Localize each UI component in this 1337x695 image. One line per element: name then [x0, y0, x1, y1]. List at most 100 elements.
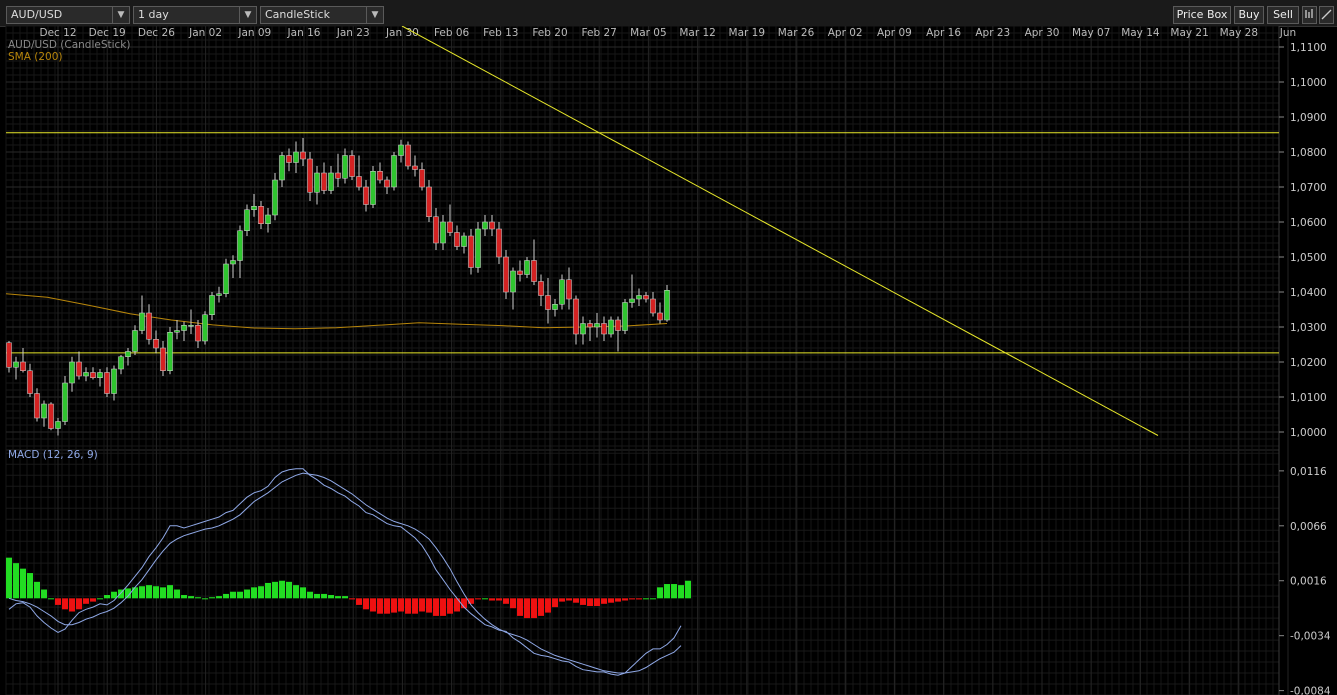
- histogram-bar: [461, 598, 467, 609]
- trendline: [401, 26, 1159, 436]
- price-chart-title: AUD/USD (CandleStick): [8, 39, 130, 51]
- macd-y-axis: 0,0116 0,0066 0,0016 -0,0034 -0,0084: [1279, 466, 1331, 695]
- candle-body: [6, 342, 12, 368]
- histogram-bar: [363, 598, 369, 610]
- candle-body: [286, 155, 292, 163]
- histogram-bar: [13, 563, 19, 599]
- histogram-bar: [559, 598, 565, 602]
- histogram-bar: [412, 598, 418, 614]
- histogram-bar: [594, 598, 600, 607]
- sma-200-line: [5, 293, 668, 330]
- histogram-bar: [146, 585, 152, 599]
- histogram-bar: [97, 598, 103, 600]
- candle-body: [125, 351, 131, 357]
- histogram-bar: [104, 595, 110, 599]
- candle-body: [328, 172, 334, 191]
- chart-style-select[interactable]: CandleStick ▼: [260, 6, 384, 24]
- histogram-bar: [188, 596, 194, 599]
- histogram-bar: [524, 598, 530, 619]
- candle-body: [118, 356, 124, 370]
- candle-body: [573, 298, 579, 335]
- candle-body: [293, 151, 299, 163]
- candle-body: [657, 312, 663, 321]
- candle-body: [230, 260, 236, 265]
- candle-body: [552, 304, 558, 310]
- histogram-bar: [153, 586, 159, 599]
- histogram-bar: [125, 588, 131, 599]
- histogram-bar: [34, 581, 40, 599]
- candle-body: [608, 319, 614, 335]
- candle-body: [251, 206, 257, 210]
- x-tick-label: May 28: [1220, 27, 1258, 39]
- candle-body: [146, 312, 152, 340]
- histogram-bar: [629, 598, 635, 600]
- chart-style-value: CandleStick: [265, 8, 330, 21]
- candles: [6, 138, 670, 436]
- histogram-bar: [223, 593, 229, 599]
- histogram-bar: [132, 587, 138, 599]
- y-tick-label: 1,0300: [1290, 322, 1327, 334]
- candle-body: [62, 382, 68, 422]
- histogram-bar: [391, 598, 397, 613]
- price-box-button[interactable]: Price Box: [1173, 6, 1231, 24]
- histogram-bar: [489, 598, 495, 601]
- histogram-bar: [580, 598, 586, 605]
- signal-line: [8, 472, 682, 674]
- chart-canvas[interactable]: Dec 12 Dec 19 Dec 26 Jan 02 Jan 09 Jan 16 Jan …: [0, 26, 1337, 695]
- histogram-bar: [384, 598, 390, 614]
- histogram-bar: [531, 598, 537, 619]
- x-tick-label: Apr 23: [975, 27, 1010, 39]
- candle-body: [419, 169, 425, 188]
- buy-button[interactable]: Buy: [1234, 6, 1264, 24]
- symbol-value: AUD/USD: [11, 8, 63, 21]
- histogram-bar: [538, 598, 544, 616]
- histogram-bar: [552, 598, 558, 608]
- candle-body: [384, 179, 390, 188]
- candle-body: [83, 372, 89, 377]
- symbol-select[interactable]: AUD/USD ▼: [6, 6, 130, 24]
- candle-body: [41, 403, 47, 419]
- histogram-bar: [160, 587, 166, 599]
- histogram-bar: [671, 584, 677, 599]
- x-tick-label: Jun: [1279, 27, 1296, 39]
- histogram-bar: [230, 591, 236, 599]
- histogram-bar: [328, 595, 334, 599]
- histogram-bar: [272, 581, 278, 599]
- histogram-bar: [482, 598, 488, 600]
- y-tick-label: 1,0500: [1290, 252, 1327, 264]
- x-tick-label: May 21: [1170, 27, 1208, 39]
- bar-chart-icon[interactable]: [1302, 6, 1317, 24]
- candle-body: [643, 295, 649, 300]
- candle-body: [531, 260, 537, 282]
- interval-value: 1 day: [138, 8, 169, 21]
- histogram-bar: [6, 557, 12, 599]
- candle-body: [377, 171, 383, 181]
- x-tick-label: Mar 05: [630, 27, 667, 39]
- histogram-bar: [41, 589, 47, 599]
- histogram-bar: [664, 584, 670, 599]
- candle-body: [475, 228, 481, 268]
- x-tick-label: Mar 26: [778, 27, 815, 39]
- candle-body: [503, 256, 509, 293]
- histogram-bar: [265, 582, 271, 599]
- histogram-bar: [447, 598, 453, 614]
- histogram-bar: [335, 596, 341, 599]
- histogram-bar: [293, 585, 299, 599]
- sell-button[interactable]: Sell: [1267, 6, 1299, 24]
- histogram-bar: [321, 593, 327, 599]
- candle-body: [433, 216, 439, 244]
- histogram-bar: [573, 598, 579, 603]
- candle-body: [489, 221, 495, 230]
- x-tick-label: Dec 19: [89, 27, 126, 39]
- y-tick-label: -0,0034: [1290, 631, 1331, 643]
- candle-body: [153, 339, 159, 349]
- histogram-bar: [76, 598, 82, 610]
- histogram-bar: [286, 581, 292, 599]
- y-tick-label: 1,0700: [1290, 182, 1327, 194]
- interval-select[interactable]: 1 day ▼: [133, 6, 257, 24]
- candle-body: [258, 206, 264, 224]
- draw-line-icon[interactable]: [1319, 6, 1334, 24]
- candle-body: [524, 260, 530, 275]
- candle-body: [405, 144, 411, 167]
- x-tick-label: Jan 23: [336, 27, 370, 39]
